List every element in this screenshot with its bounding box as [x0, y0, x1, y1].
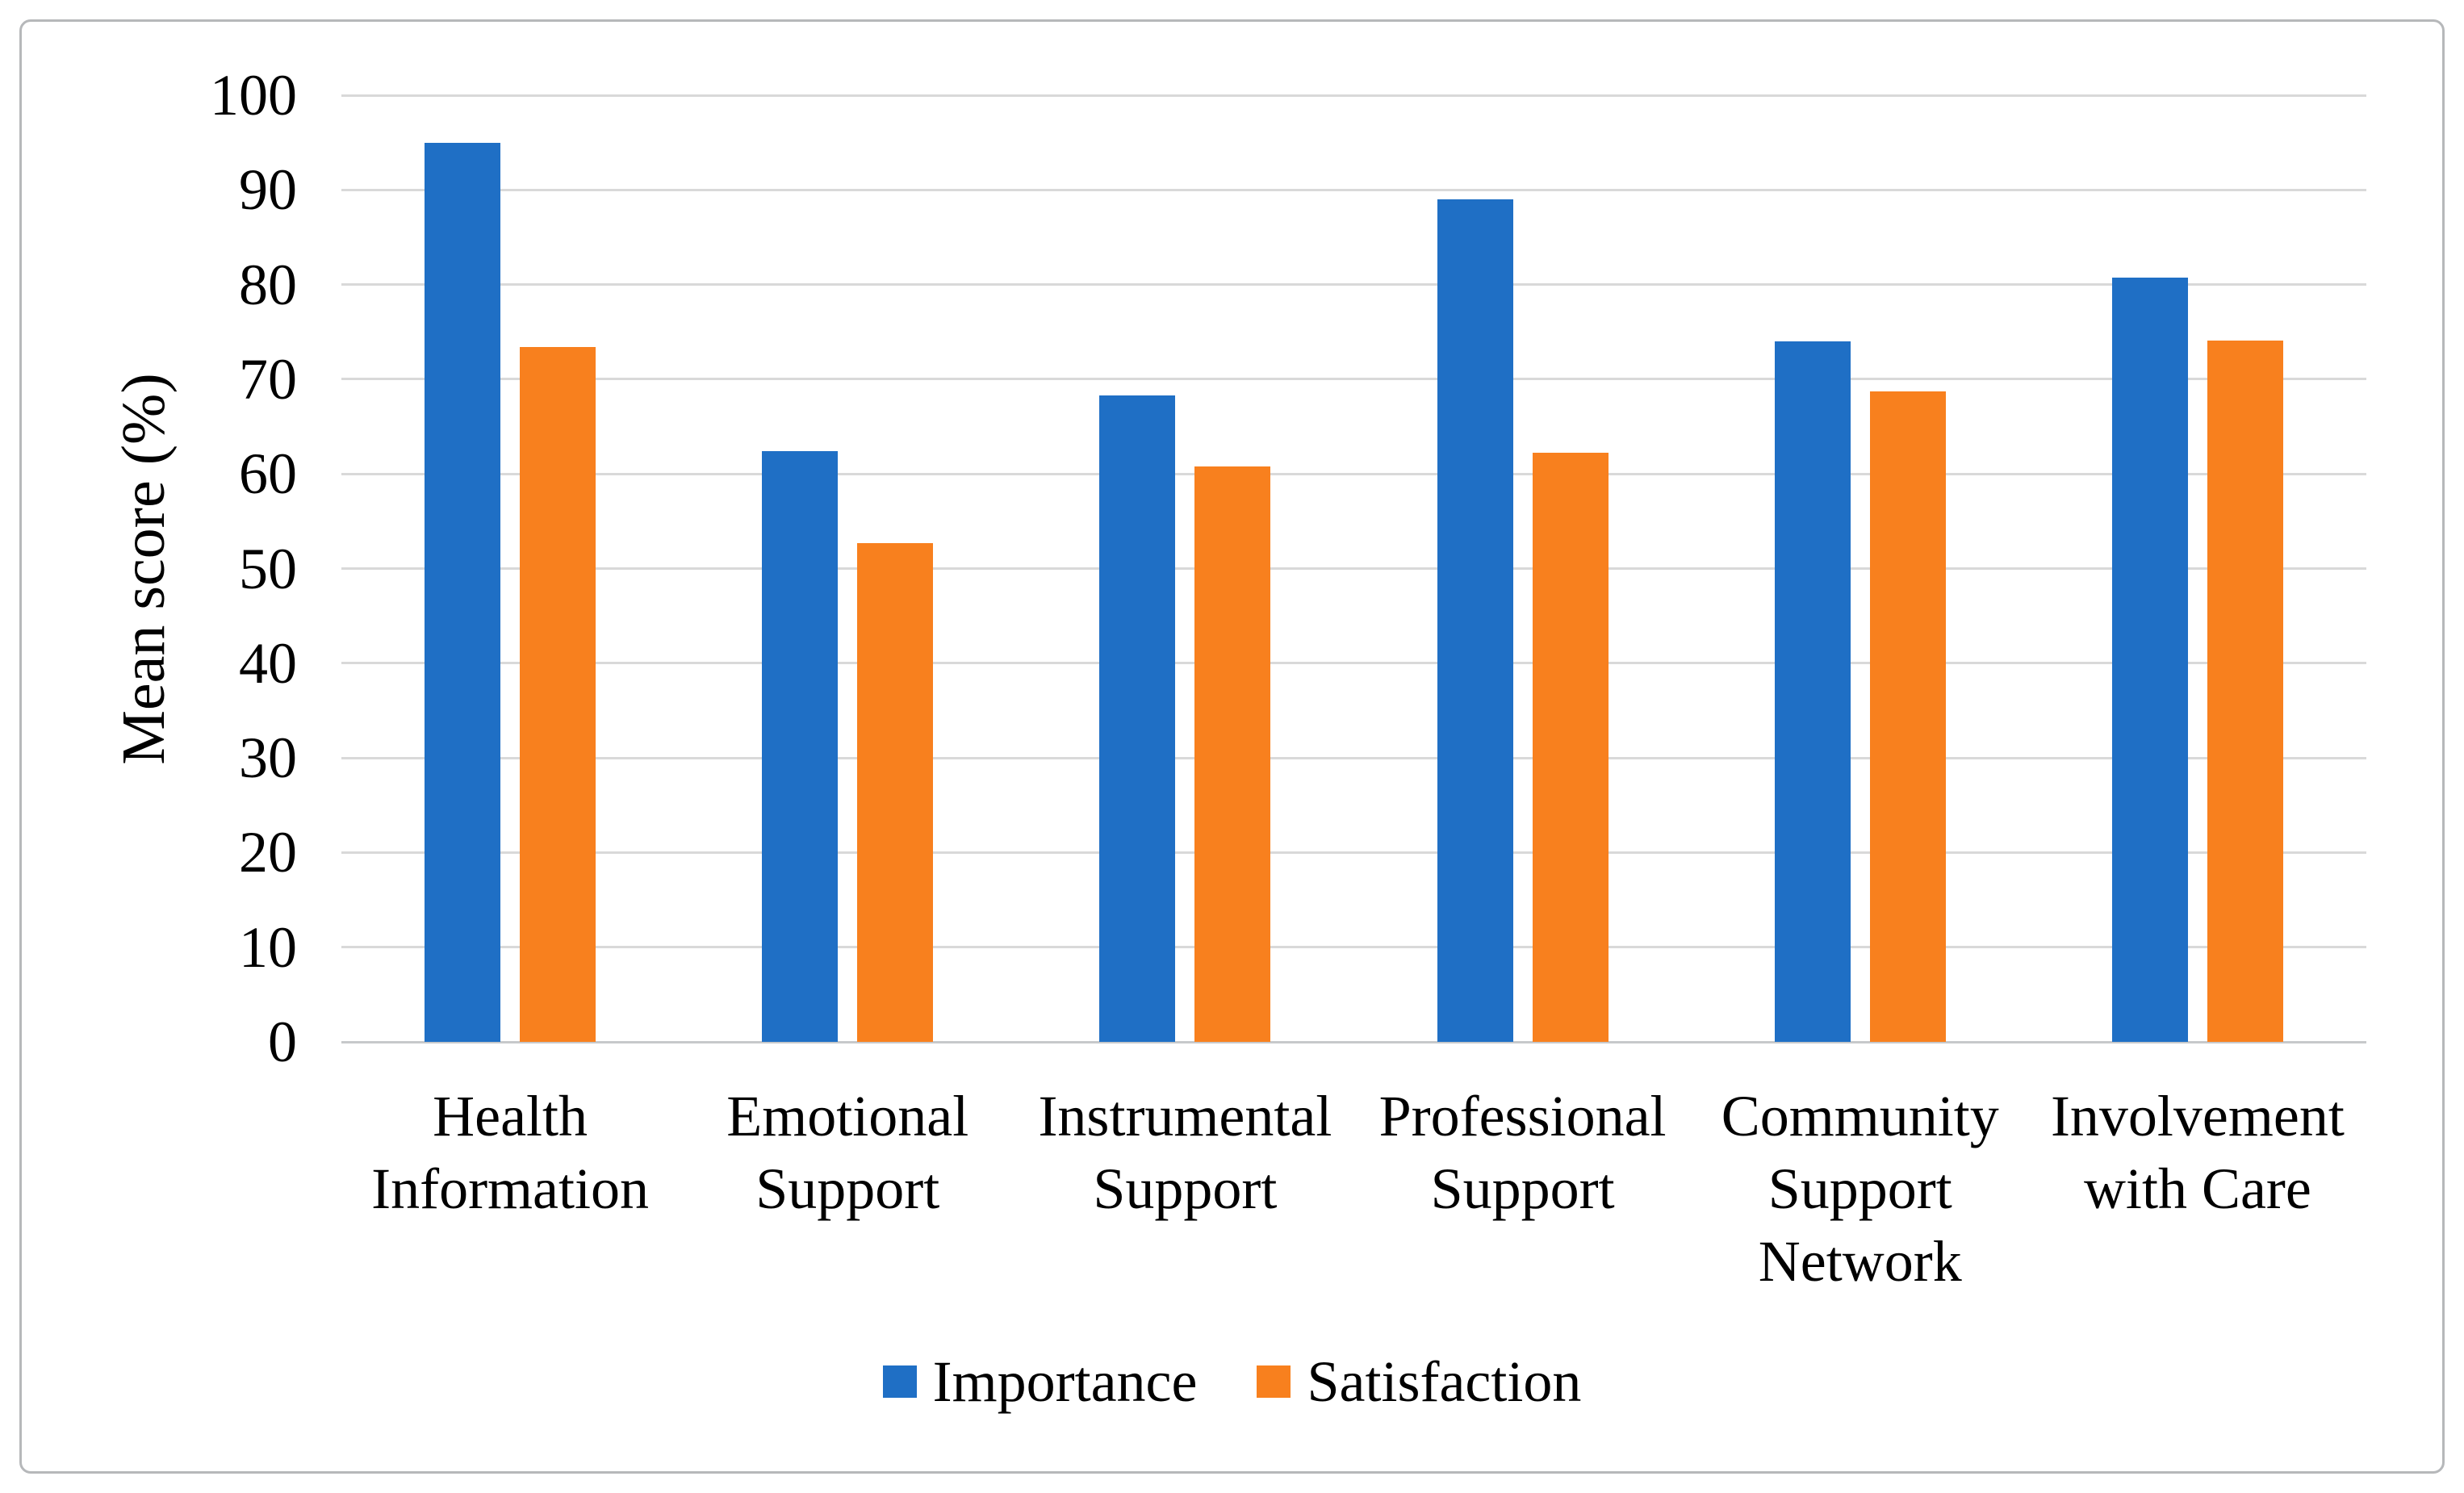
- bar-satisfaction-emotional-support: [857, 542, 934, 1042]
- bar-satisfaction-instrumental-support: [1194, 466, 1271, 1042]
- bar-satisfaction-community-support-network: [1869, 391, 1946, 1042]
- gridline: [341, 188, 2366, 191]
- legend-label-satisfaction: Satisfaction: [1307, 1349, 1582, 1414]
- gridline: [341, 378, 2366, 381]
- x-category-label: Community Support Network: [1721, 1084, 1999, 1294]
- y-tick-label: 20: [239, 820, 297, 885]
- gridline: [341, 662, 2366, 665]
- x-category-label: Health Information: [371, 1084, 650, 1221]
- gridline: [341, 283, 2366, 286]
- gridline: [341, 567, 2366, 570]
- bar-importance-community-support-network: [1774, 341, 1851, 1042]
- x-category-label: Professional Support: [1378, 1084, 1667, 1221]
- bar-satisfaction-professional-support: [1532, 453, 1609, 1042]
- bar-importance-involvement-with-care: [2111, 278, 2188, 1042]
- legend-item-satisfaction: Satisfaction: [1257, 1353, 1581, 1411]
- bar-importance-instrumental-support: [1099, 395, 1176, 1042]
- bar-importance-emotional-support: [762, 451, 839, 1042]
- y-tick-label: 0: [268, 1010, 297, 1074]
- gridline: [341, 756, 2366, 759]
- bar-importance-health-information: [425, 142, 501, 1042]
- x-category-label: Emotional Support: [726, 1084, 969, 1221]
- importance-swatch-icon: [882, 1365, 917, 1398]
- x-category-label: Involvement with Care: [2050, 1084, 2345, 1221]
- gridline: [341, 472, 2366, 475]
- y-tick-label: 80: [239, 252, 297, 317]
- y-tick-label: 90: [239, 157, 297, 223]
- gridline: [341, 851, 2366, 854]
- y-tick-label: 30: [239, 726, 297, 791]
- bar-importance-professional-support: [1437, 199, 1513, 1042]
- legend-item-importance: Importance: [882, 1349, 1198, 1414]
- gridline: [341, 946, 2366, 949]
- y-tick-label: 40: [239, 630, 297, 696]
- gridline: [341, 94, 2366, 97]
- y-axis-title: Mean score (%): [110, 373, 178, 765]
- y-tick-label: 100: [210, 63, 297, 128]
- y-tick-label: 60: [239, 441, 297, 507]
- y-tick-label: 70: [239, 346, 297, 412]
- bar-satisfaction-involvement-with-care: [2207, 340, 2283, 1042]
- x-category-label: Instrumental Support: [1038, 1084, 1332, 1221]
- x-axis-line: [341, 1040, 2366, 1043]
- y-tick-label: 10: [239, 914, 297, 980]
- bar-satisfaction-health-information: [520, 347, 596, 1042]
- y-tick-label: 50: [239, 536, 297, 601]
- satisfaction-swatch-icon: [1257, 1365, 1291, 1398]
- legend: Importance Satisfaction: [0, 1353, 2464, 1411]
- legend-label-importance: Importance: [932, 1349, 1198, 1414]
